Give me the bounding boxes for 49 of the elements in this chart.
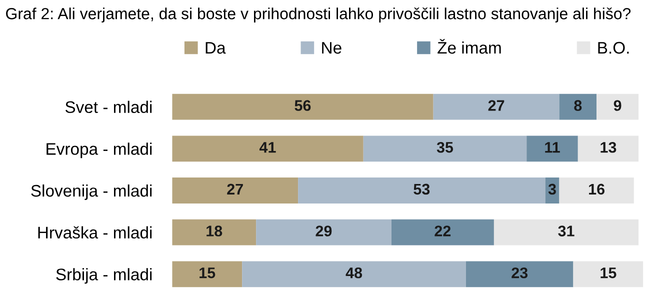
y-tick-label: Evropa - mladi — [46, 142, 152, 158]
data-label: 11 — [545, 142, 560, 153]
data-label: 8 — [574, 100, 582, 111]
data-label: 18 — [206, 226, 222, 236]
legend-label: B.O. — [598, 42, 629, 54]
data-label: 48 — [346, 267, 362, 278]
bar — [578, 136, 639, 162]
bar — [559, 178, 634, 204]
data-label: 22 — [434, 226, 451, 236]
bar — [172, 94, 434, 120]
bar — [466, 261, 574, 288]
bar — [172, 136, 364, 162]
data-label: 13 — [600, 142, 616, 153]
legend-label: Že imam — [438, 38, 501, 54]
bar — [526, 136, 578, 162]
data-label: 9 — [614, 100, 622, 111]
bar — [298, 178, 546, 204]
data-label: 29 — [316, 226, 332, 236]
data-label: 27 — [488, 100, 504, 111]
data-label: 3 — [548, 184, 556, 195]
bar — [494, 219, 639, 246]
y-tick-label: Srbija - mladi — [56, 268, 152, 284]
bar — [391, 219, 494, 246]
bar — [172, 178, 298, 204]
bar — [256, 219, 392, 246]
y-tick-label: Hrvaška - mladi — [38, 226, 152, 239]
bar — [433, 94, 560, 120]
bar — [172, 261, 242, 288]
legend-label: Da — [206, 42, 226, 54]
data-label: 31 — [558, 226, 574, 236]
data-label: 35 — [436, 142, 454, 153]
legend-label: Ne — [322, 42, 342, 54]
data-label: 16 — [589, 184, 605, 195]
bar — [172, 219, 256, 246]
data-label: 53 — [414, 184, 430, 195]
y-tick-label: Slovenija - mladi — [31, 184, 152, 200]
y-tick-label: Svet - mladi — [65, 100, 152, 114]
data-label: 56 — [294, 100, 311, 111]
bar — [596, 94, 639, 120]
data-label: 23 — [512, 267, 528, 278]
data-label: 41 — [259, 142, 276, 153]
bar — [242, 261, 466, 288]
bar — [559, 94, 597, 120]
bar — [573, 261, 644, 288]
data-label: 27 — [227, 184, 243, 194]
bar — [363, 136, 527, 162]
data-label: 15 — [200, 268, 216, 278]
data-label: 15 — [600, 268, 616, 278]
chart-title: Graf 2: Ali verjamete, da si boste v prihodnosti lahko privoščili lastno stanovanje ali hišo? — [6, 8, 631, 22]
